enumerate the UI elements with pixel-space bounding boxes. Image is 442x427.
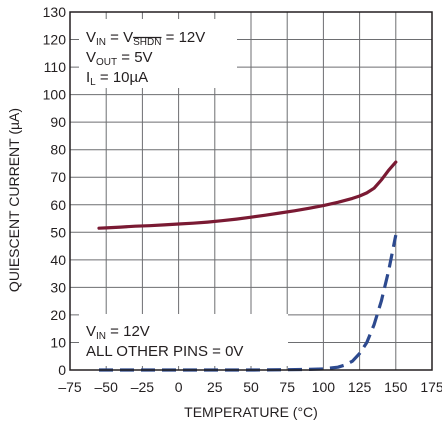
y-tick-label: 80 xyxy=(50,142,66,158)
plot-frame xyxy=(69,11,433,371)
x-tick-label: 0 xyxy=(175,379,183,395)
x-tick-label: 125 xyxy=(348,379,372,395)
y-tick-label: 0 xyxy=(58,362,66,378)
y-tick-labels: 0 10 20 30 40 50 60 70 80 90 100 110 120 130 xyxy=(43,4,67,378)
condition-il: IL = 10µA xyxy=(86,69,148,88)
x-tick-label: 175 xyxy=(420,379,442,395)
x-tick-label: –50 xyxy=(95,379,119,395)
series-line-2 xyxy=(99,234,398,372)
x-tick-label: –75 xyxy=(58,379,82,395)
x-tick-label: 25 xyxy=(207,379,223,395)
y-tick-label: 50 xyxy=(50,224,66,240)
condition-vin-vshdn: VIN = VSHDN = 12V xyxy=(86,29,205,48)
y-tick-label: 10 xyxy=(50,334,66,350)
x-tick-label: –25 xyxy=(131,379,155,395)
y-tick-label: 30 xyxy=(50,279,66,295)
x-tick-label: 100 xyxy=(312,379,336,395)
condition-vin-dashed: VIN = 12V xyxy=(86,323,150,342)
x-tick-label: 75 xyxy=(279,379,295,395)
y-axis-label: QUIESCENT CURRENT (µA) xyxy=(6,108,22,292)
condition-other-pins: ALL OTHER PINS = 0V xyxy=(86,343,243,360)
series-line-1 xyxy=(97,160,398,230)
series-group xyxy=(97,160,398,372)
y-tick-label: 20 xyxy=(50,307,66,323)
y-tick-label: 110 xyxy=(44,59,67,75)
plot-border xyxy=(69,11,433,371)
y-tick-label: 90 xyxy=(50,114,66,130)
x-tick-label: 50 xyxy=(243,379,259,395)
x-tick-labels: –75 –50 –25 0 25 50 75 100 125 150 175 xyxy=(58,379,442,395)
y-tick-label: 120 xyxy=(43,32,67,48)
y-tick-label: 70 xyxy=(50,169,66,185)
conditions-box-top xyxy=(79,19,237,88)
y-tick-label: 60 xyxy=(50,197,66,213)
y-tick-label: 130 xyxy=(43,4,67,20)
condition-vout: VOUT = 5V xyxy=(86,49,153,68)
x-tick-label: 150 xyxy=(384,379,408,395)
y-tick-label: 40 xyxy=(50,252,66,268)
y-tick-label: 100 xyxy=(43,87,67,103)
conditions-box-bottom xyxy=(79,314,288,366)
x-axis-label: TEMPERATURE (°C) xyxy=(184,404,318,420)
